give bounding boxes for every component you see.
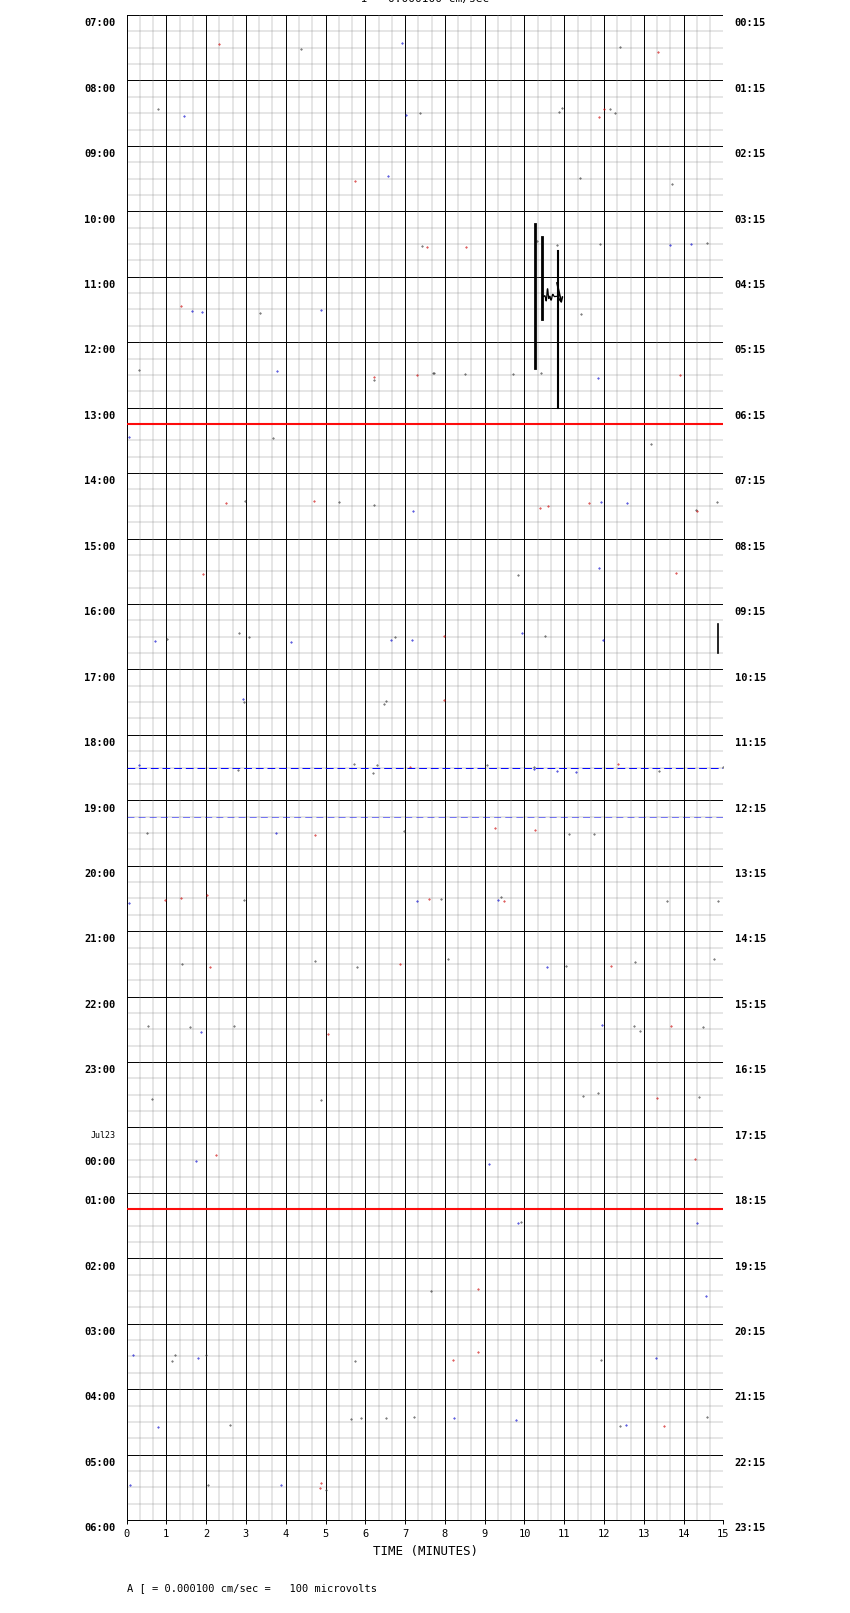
Text: 00:00: 00:00 <box>84 1157 116 1166</box>
Text: A [ = 0.000100 cm/sec =   100 microvolts: A [ = 0.000100 cm/sec = 100 microvolts <box>127 1584 377 1594</box>
Text: 08:00: 08:00 <box>84 84 116 94</box>
Text: 06:15: 06:15 <box>734 411 766 421</box>
Text: 20:00: 20:00 <box>84 869 116 879</box>
Text: 08:15: 08:15 <box>734 542 766 552</box>
Text: 10:15: 10:15 <box>734 673 766 682</box>
Text: 07:00: 07:00 <box>84 18 116 29</box>
Text: 11:15: 11:15 <box>734 739 766 748</box>
Text: 12:15: 12:15 <box>734 803 766 813</box>
Text: 14:00: 14:00 <box>84 476 116 487</box>
Text: 17:00: 17:00 <box>84 673 116 682</box>
Text: 02:15: 02:15 <box>734 148 766 160</box>
Text: 16:15: 16:15 <box>734 1065 766 1076</box>
Text: 14:15: 14:15 <box>734 934 766 945</box>
Text: 12:00: 12:00 <box>84 345 116 355</box>
Text: 17:15: 17:15 <box>734 1131 766 1140</box>
Text: 22:15: 22:15 <box>734 1458 766 1468</box>
Text: 10:00: 10:00 <box>84 215 116 224</box>
Text: 18:00: 18:00 <box>84 739 116 748</box>
Text: 03:00: 03:00 <box>84 1327 116 1337</box>
Text: 09:15: 09:15 <box>734 606 766 618</box>
Text: 02:00: 02:00 <box>84 1261 116 1271</box>
Text: 06:00: 06:00 <box>84 1523 116 1534</box>
Text: 16:00: 16:00 <box>84 606 116 618</box>
Text: 23:00: 23:00 <box>84 1065 116 1076</box>
Text: 03:15: 03:15 <box>734 215 766 224</box>
Text: 22:00: 22:00 <box>84 1000 116 1010</box>
Text: 13:15: 13:15 <box>734 869 766 879</box>
Text: 07:15: 07:15 <box>734 476 766 487</box>
Text: 19:15: 19:15 <box>734 1261 766 1271</box>
Text: 21:00: 21:00 <box>84 934 116 945</box>
Text: Jul23: Jul23 <box>90 1131 116 1140</box>
Text: 11:00: 11:00 <box>84 281 116 290</box>
Text: 09:00: 09:00 <box>84 148 116 160</box>
Text: 04:00: 04:00 <box>84 1392 116 1402</box>
Text: 01:15: 01:15 <box>734 84 766 94</box>
Text: I = 0.000100 cm/sec: I = 0.000100 cm/sec <box>361 0 489 5</box>
Text: 01:00: 01:00 <box>84 1197 116 1207</box>
Text: 20:15: 20:15 <box>734 1327 766 1337</box>
Text: 15:15: 15:15 <box>734 1000 766 1010</box>
Text: 21:15: 21:15 <box>734 1392 766 1402</box>
Text: 05:15: 05:15 <box>734 345 766 355</box>
Text: 13:00: 13:00 <box>84 411 116 421</box>
Text: 19:00: 19:00 <box>84 803 116 813</box>
Text: 05:00: 05:00 <box>84 1458 116 1468</box>
Text: 00:15: 00:15 <box>734 18 766 29</box>
Text: 18:15: 18:15 <box>734 1197 766 1207</box>
Text: 15:00: 15:00 <box>84 542 116 552</box>
Text: 04:15: 04:15 <box>734 281 766 290</box>
Text: 23:15: 23:15 <box>734 1523 766 1534</box>
X-axis label: TIME (MINUTES): TIME (MINUTES) <box>372 1545 478 1558</box>
